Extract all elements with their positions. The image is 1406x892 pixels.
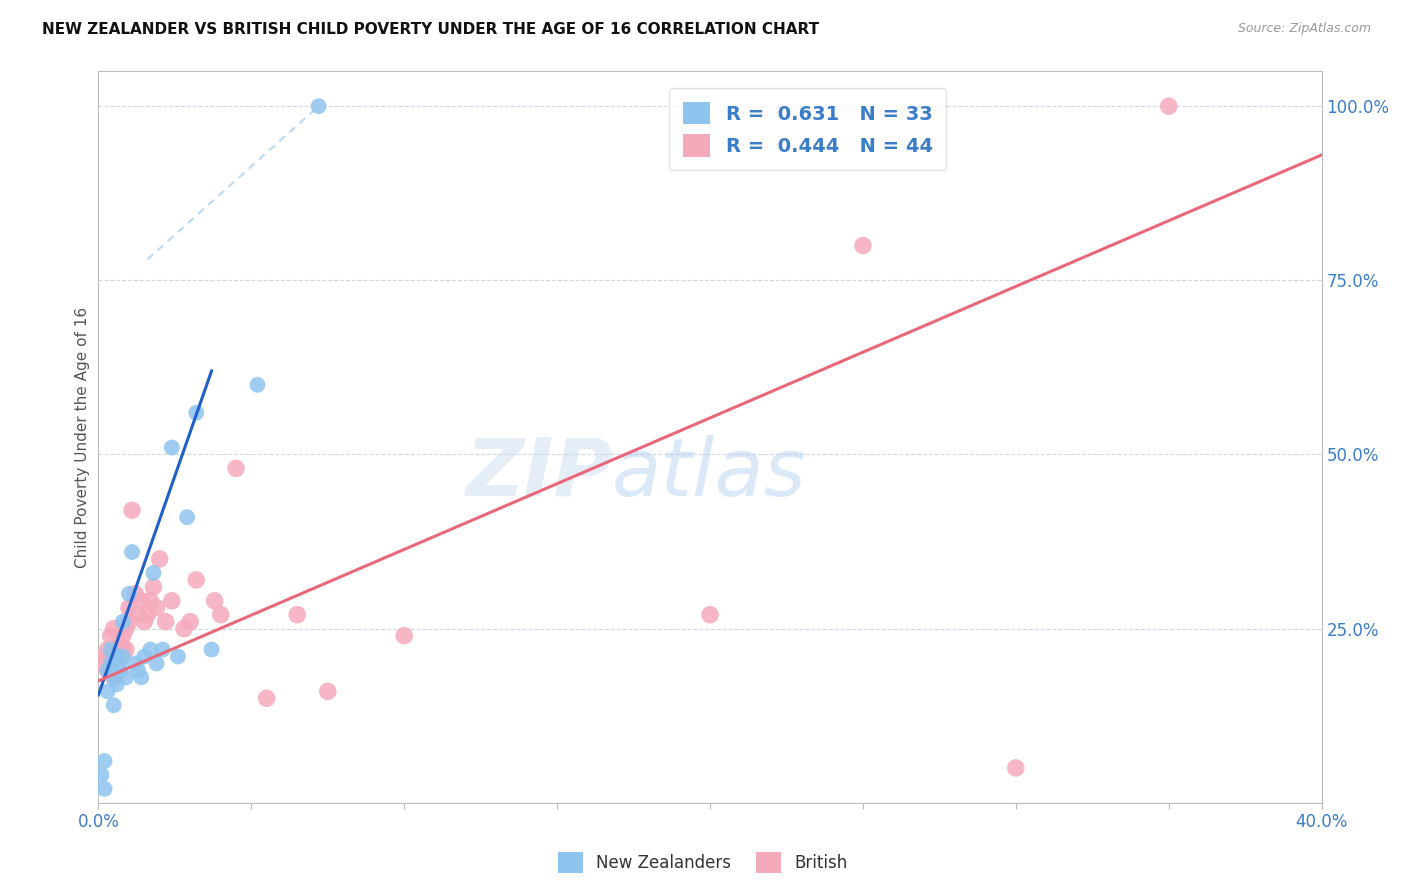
Point xyxy=(852,238,875,252)
Point xyxy=(134,649,156,664)
Point xyxy=(100,657,122,671)
Y-axis label: Child Poverty Under the Age of 16: Child Poverty Under the Age of 16 xyxy=(75,307,90,567)
Point xyxy=(121,545,143,559)
Point xyxy=(105,642,128,657)
Point xyxy=(176,510,198,524)
Point xyxy=(699,607,721,622)
Point xyxy=(111,615,134,629)
Point xyxy=(118,587,141,601)
Point xyxy=(209,607,232,622)
Point xyxy=(1004,761,1026,775)
Point xyxy=(97,684,120,698)
Point xyxy=(129,594,152,608)
Point xyxy=(115,670,138,684)
Point xyxy=(100,657,122,671)
Point xyxy=(1157,99,1180,113)
Point xyxy=(93,754,115,768)
Point xyxy=(108,657,131,671)
Text: Source: ZipAtlas.com: Source: ZipAtlas.com xyxy=(1237,22,1371,36)
Point xyxy=(108,649,131,664)
Point xyxy=(167,649,190,664)
Point xyxy=(121,503,143,517)
Point xyxy=(136,607,159,622)
Point xyxy=(108,664,131,678)
Point xyxy=(127,607,149,622)
Point xyxy=(142,580,165,594)
Point xyxy=(392,629,416,643)
Point xyxy=(316,684,339,698)
Point xyxy=(90,768,112,782)
Point xyxy=(124,587,146,601)
Point xyxy=(160,441,183,455)
Point xyxy=(115,622,138,636)
Text: NEW ZEALANDER VS BRITISH CHILD POVERTY UNDER THE AGE OF 16 CORRELATION CHART: NEW ZEALANDER VS BRITISH CHILD POVERTY U… xyxy=(42,22,820,37)
Point xyxy=(256,691,278,706)
Point xyxy=(179,615,201,629)
Point xyxy=(200,642,222,657)
Point xyxy=(90,657,112,671)
Point xyxy=(97,664,120,678)
Point xyxy=(145,657,167,671)
Point xyxy=(111,629,134,643)
Text: atlas: atlas xyxy=(612,434,807,513)
Point xyxy=(129,670,152,684)
Point xyxy=(127,664,149,678)
Point xyxy=(105,649,128,664)
Point xyxy=(103,622,125,636)
Point xyxy=(145,600,167,615)
Point xyxy=(124,657,146,671)
Point xyxy=(108,635,131,649)
Point xyxy=(97,664,120,678)
Point xyxy=(149,552,172,566)
Point xyxy=(160,594,183,608)
Point xyxy=(93,781,115,796)
Point xyxy=(105,677,128,691)
Text: ZIP: ZIP xyxy=(465,434,612,513)
Point xyxy=(246,377,269,392)
Point xyxy=(111,649,134,664)
Point xyxy=(285,607,308,622)
Point xyxy=(93,649,115,664)
Legend: New Zealanders, British: New Zealanders, British xyxy=(551,846,855,880)
Point xyxy=(142,566,165,580)
Point xyxy=(118,600,141,615)
Point xyxy=(204,594,226,608)
Point xyxy=(100,642,122,657)
Point xyxy=(111,642,134,657)
Point xyxy=(105,649,128,664)
Point xyxy=(103,670,125,684)
Point xyxy=(118,615,141,629)
Point xyxy=(155,615,177,629)
Point xyxy=(97,642,120,657)
Legend: R =  0.631   N = 33, R =  0.444   N = 44: R = 0.631 N = 33, R = 0.444 N = 44 xyxy=(669,88,946,170)
Point xyxy=(152,642,174,657)
Point xyxy=(186,573,208,587)
Point xyxy=(173,622,195,636)
Point xyxy=(308,99,330,113)
Point xyxy=(103,670,125,684)
Point xyxy=(139,642,162,657)
Point xyxy=(115,642,138,657)
Point xyxy=(225,461,247,475)
Point xyxy=(139,594,162,608)
Point xyxy=(100,629,122,643)
Point xyxy=(134,615,156,629)
Point xyxy=(103,698,125,713)
Point xyxy=(186,406,208,420)
